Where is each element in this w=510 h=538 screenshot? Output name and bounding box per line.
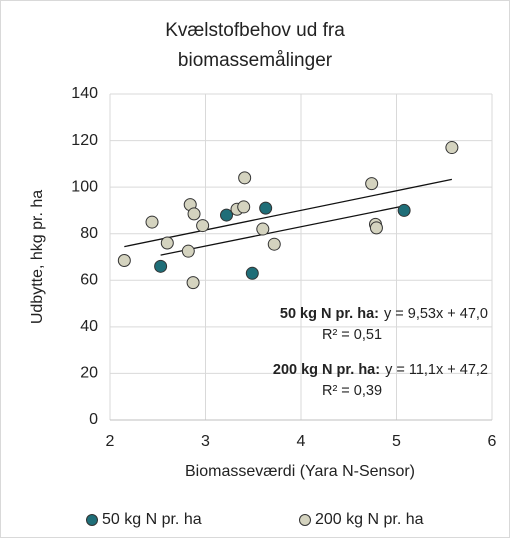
y-tick-label: 40	[80, 318, 98, 335]
point	[237, 200, 251, 214]
point	[445, 141, 459, 155]
point	[397, 203, 411, 217]
x-tick-label: 3	[201, 433, 210, 450]
y-tick-label: 80	[80, 225, 98, 242]
annotation-label: 50 kg N pr. ha:	[280, 306, 379, 322]
x-axis-label: Biomasseværdi (Yara N-Sensor)	[185, 463, 415, 480]
point	[160, 236, 174, 250]
point	[181, 244, 195, 258]
annotation: 50 kg N pr. ha: y = 9,53x + 47,0	[280, 306, 488, 322]
point	[187, 207, 201, 221]
point	[267, 237, 281, 251]
annotation-r2: R² = 0,51	[322, 327, 382, 343]
y-tick-label: 20	[80, 365, 98, 382]
legend-marker	[86, 514, 98, 526]
annotation: 200 kg N pr. ha: y = 11,1x + 47,2	[273, 362, 488, 378]
y-axis-label: Udbytte, hkg pr. ha	[29, 190, 46, 324]
x-tick-label: 2	[106, 433, 115, 450]
trendline	[160, 205, 405, 256]
trendline	[124, 178, 453, 248]
legend-label: 200 kg N pr. ha	[315, 511, 424, 528]
point	[365, 177, 379, 191]
y-tick-label: 120	[71, 132, 98, 149]
annotation-r2: R² = 0,39	[322, 383, 382, 399]
point	[154, 259, 168, 273]
y-tick-label: 140	[71, 85, 98, 102]
annotation-equation: y = 9,53x + 47,0	[384, 306, 488, 322]
chart-title: biomassemålinger	[178, 50, 333, 71]
point	[369, 221, 383, 235]
chart-title: Kvælstofbehov ud fra	[165, 20, 345, 41]
annotation-equation: y = 11,1x + 47,2	[385, 362, 488, 378]
point	[220, 208, 234, 222]
point	[117, 253, 131, 267]
legend-label: 50 kg N pr. ha	[102, 511, 202, 528]
point	[145, 215, 159, 229]
x-tick-label: 5	[392, 433, 401, 450]
point	[259, 201, 273, 215]
point	[256, 222, 270, 236]
point	[186, 276, 200, 290]
y-tick-label: 100	[71, 178, 98, 195]
legend-marker	[299, 514, 311, 526]
annotation-label: 200 kg N pr. ha:	[273, 362, 380, 378]
point	[196, 219, 210, 233]
x-tick-label: 4	[297, 433, 306, 450]
x-tick-label: 6	[488, 433, 497, 450]
point	[245, 266, 259, 280]
y-tick-label: 0	[89, 411, 98, 428]
y-tick-label: 60	[80, 272, 98, 289]
point	[238, 171, 252, 185]
